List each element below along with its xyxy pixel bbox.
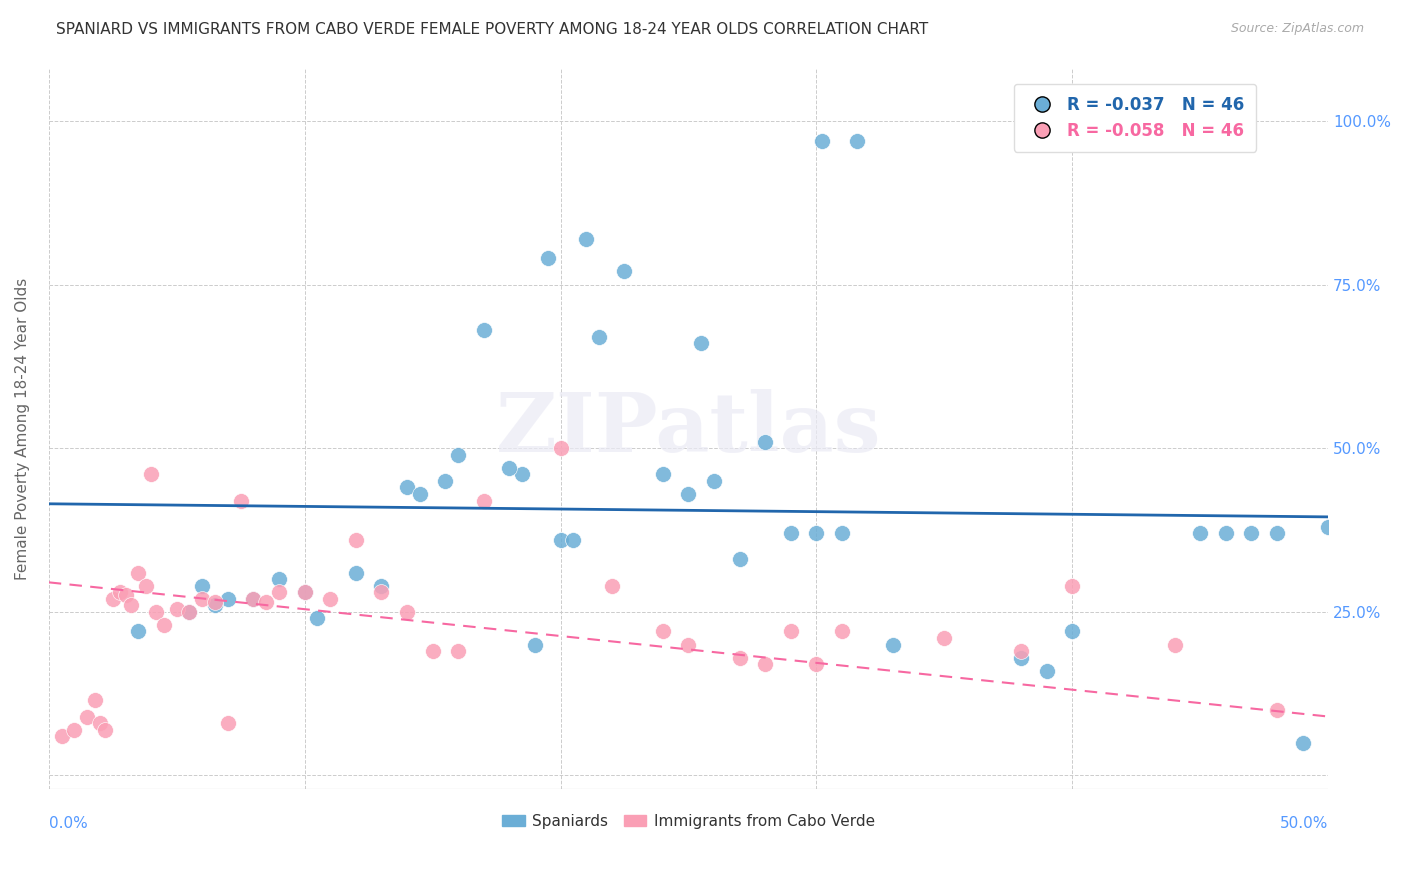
Text: ZIPatlas: ZIPatlas [496,389,882,468]
Point [395,605,418,619]
Point [204,595,226,609]
Point [1010,644,1032,658]
Point [1062,579,1084,593]
Point [550,533,572,547]
Point [370,585,392,599]
Point [1035,664,1057,678]
Point [472,323,495,337]
Point [267,585,290,599]
Point [882,638,904,652]
Text: 50.0%: 50.0% [1279,816,1329,831]
Point [1215,526,1237,541]
Point [179,605,201,619]
Point [810,134,832,148]
Point [254,595,277,609]
Text: SPANIARD VS IMMIGRANTS FROM CABO VERDE FEMALE POVERTY AMONG 18-24 YEAR OLDS CORR: SPANIARD VS IMMIGRANTS FROM CABO VERDE F… [56,22,928,37]
Point [728,552,751,566]
Point [344,566,367,580]
Point [1163,638,1185,652]
Point [510,467,533,482]
Point [242,591,264,606]
Point [294,585,316,599]
Point [523,638,546,652]
Point [191,579,214,593]
Point [806,657,828,672]
Point [779,624,801,639]
Point [395,480,418,494]
Point [651,467,673,482]
Text: Source: ZipAtlas.com: Source: ZipAtlas.com [1230,22,1364,36]
Point [110,585,132,599]
Point [1265,526,1288,541]
Point [678,487,700,501]
Point [1317,519,1340,533]
Point [447,644,470,658]
Point [806,526,828,541]
Point [447,448,470,462]
Point [779,526,801,541]
Legend: Spaniards, Immigrants from Cabo Verde: Spaniards, Immigrants from Cabo Verde [495,807,882,835]
Text: 0.0%: 0.0% [49,816,87,831]
Point [472,493,495,508]
Point [114,589,136,603]
Point [145,605,167,619]
Point [613,264,636,278]
Y-axis label: Female Poverty Among 18-24 Year Olds: Female Poverty Among 18-24 Year Olds [15,277,30,580]
Point [409,487,432,501]
Point [191,591,214,606]
Point [307,611,329,625]
Point [550,441,572,455]
Point [1010,650,1032,665]
Point [934,631,956,645]
Point [63,723,86,737]
Point [179,605,201,619]
Point [1062,624,1084,639]
Point [1189,526,1212,541]
Point [127,566,149,580]
Point [370,579,392,593]
Point [217,591,239,606]
Point [120,599,142,613]
Point [537,252,560,266]
Point [754,657,776,672]
Point [678,638,700,652]
Point [690,336,713,351]
Point [651,624,673,639]
Point [600,579,623,593]
Point [1240,526,1263,541]
Point [1265,703,1288,717]
Point [153,618,176,632]
Point [831,526,853,541]
Point [242,591,264,606]
Point [229,493,252,508]
Point [588,330,610,344]
Point [51,729,73,743]
Point [135,579,157,593]
Point [846,134,869,148]
Point [139,467,162,482]
Point [831,624,853,639]
Point [127,624,149,639]
Point [434,474,457,488]
Point [267,572,290,586]
Point [94,723,117,737]
Point [754,434,776,449]
Point [217,716,239,731]
Point [703,474,725,488]
Point [76,709,98,723]
Point [294,585,316,599]
Point [101,591,124,606]
Point [204,599,226,613]
Point [422,644,444,658]
Point [344,533,367,547]
Point [498,460,520,475]
Point [575,232,598,246]
Point [1291,736,1313,750]
Point [728,650,751,665]
Point [89,716,111,731]
Point [166,601,188,615]
Point [319,591,342,606]
Point [83,693,105,707]
Point [562,533,585,547]
